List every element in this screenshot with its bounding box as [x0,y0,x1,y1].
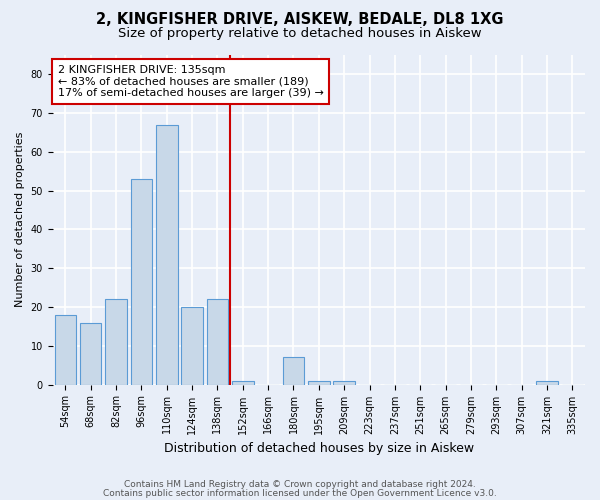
Text: Contains HM Land Registry data © Crown copyright and database right 2024.: Contains HM Land Registry data © Crown c… [124,480,476,489]
Bar [131,179,152,384]
Text: 2, KINGFISHER DRIVE, AISKEW, BEDALE, DL8 1XG: 2, KINGFISHER DRIVE, AISKEW, BEDALE, DL8… [96,12,504,28]
Bar [105,300,127,384]
Bar [232,380,254,384]
Bar [334,380,355,384]
Bar [55,315,76,384]
Bar [308,380,329,384]
Bar [181,307,203,384]
Bar [283,358,304,384]
Text: Size of property relative to detached houses in Aiskew: Size of property relative to detached ho… [118,28,482,40]
Bar [156,125,178,384]
X-axis label: Distribution of detached houses by size in Aiskew: Distribution of detached houses by size … [164,442,474,455]
Y-axis label: Number of detached properties: Number of detached properties [15,132,25,308]
Text: 2 KINGFISHER DRIVE: 135sqm
← 83% of detached houses are smaller (189)
17% of sem: 2 KINGFISHER DRIVE: 135sqm ← 83% of deta… [58,65,324,98]
Bar [536,380,558,384]
Bar [206,300,228,384]
Text: Contains public sector information licensed under the Open Government Licence v3: Contains public sector information licen… [103,488,497,498]
Bar [80,322,101,384]
